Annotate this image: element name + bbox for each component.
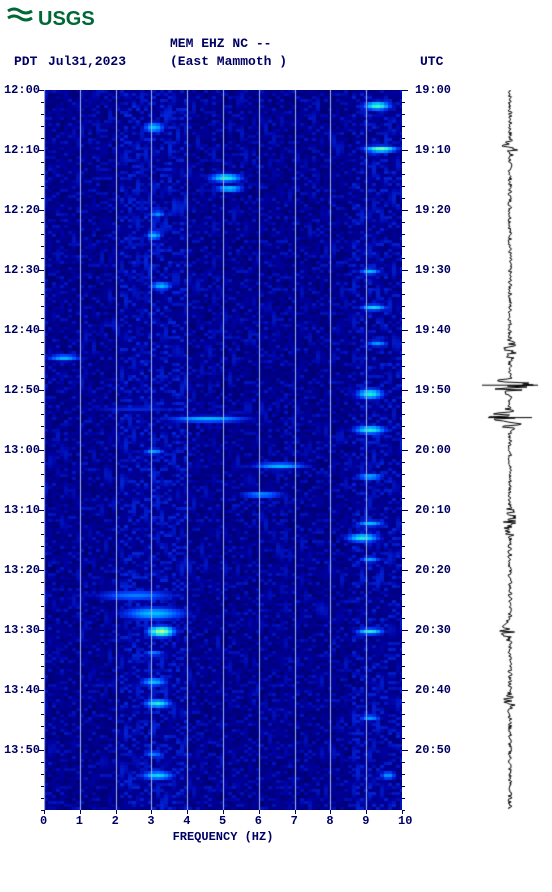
x-tick-label: 3 (147, 814, 154, 828)
right-tick-label: 20:10 (415, 503, 451, 517)
left-tick-label: 12:20 (4, 203, 40, 217)
right-tick-label: 20:00 (415, 443, 451, 457)
left-tick-label: 12:10 (4, 143, 40, 157)
station-code: MEM EHZ NC -- (170, 36, 271, 51)
x-tick-label: 4 (183, 814, 190, 828)
right-tick-label: 19:20 (415, 203, 451, 217)
right-tick-label: 19:50 (415, 383, 451, 397)
x-tick-label: 1 (76, 814, 83, 828)
left-tick-label: 12:00 (4, 83, 40, 97)
waveform-canvas (480, 90, 540, 810)
right-tick-label: 19:10 (415, 143, 451, 157)
spectrogram-chart (44, 90, 402, 810)
x-tick-label: 5 (219, 814, 226, 828)
right-tick-label: 19:30 (415, 263, 451, 277)
x-tick-label: 6 (255, 814, 262, 828)
x-tick-label: 8 (326, 814, 333, 828)
left-tick-label: 13:10 (4, 503, 40, 517)
left-tick-label: 13:00 (4, 443, 40, 457)
waveform-trace (480, 90, 540, 810)
usgs-logo: USGS (6, 5, 96, 38)
x-tick-label: 9 (362, 814, 369, 828)
station-location: (East Mammoth ) (170, 54, 287, 69)
y-axis-right: 19:0019:1019:2019:3019:4019:5020:0020:10… (407, 90, 457, 810)
date-label: Jul31,2023 (48, 54, 126, 69)
spectrogram-canvas (44, 90, 402, 810)
right-tick-label: 20:40 (415, 683, 451, 697)
left-tick-label: 13:20 (4, 563, 40, 577)
x-axis-label: FREQUENCY (HZ) (44, 830, 402, 844)
x-tick-label: 2 (112, 814, 119, 828)
svg-text:USGS: USGS (38, 8, 95, 30)
left-tick-label: 12:50 (4, 383, 40, 397)
right-tick-label: 19:40 (415, 323, 451, 337)
right-tick-label: 20:50 (415, 743, 451, 757)
left-tick-label: 12:30 (4, 263, 40, 277)
x-tick-label: 0 (40, 814, 47, 828)
right-tick-label: 19:00 (415, 83, 451, 97)
tz-right-label: UTC (420, 54, 443, 69)
left-tick-label: 12:40 (4, 323, 40, 337)
left-tick-label: 13:40 (4, 683, 40, 697)
x-tick-label: 7 (291, 814, 298, 828)
left-tick-label: 13:50 (4, 743, 40, 757)
x-tick-label: 10 (398, 814, 412, 828)
tz-left-label: PDT (14, 54, 37, 69)
right-tick-label: 20:30 (415, 623, 451, 637)
left-tick-label: 13:30 (4, 623, 40, 637)
right-tick-label: 20:20 (415, 563, 451, 577)
